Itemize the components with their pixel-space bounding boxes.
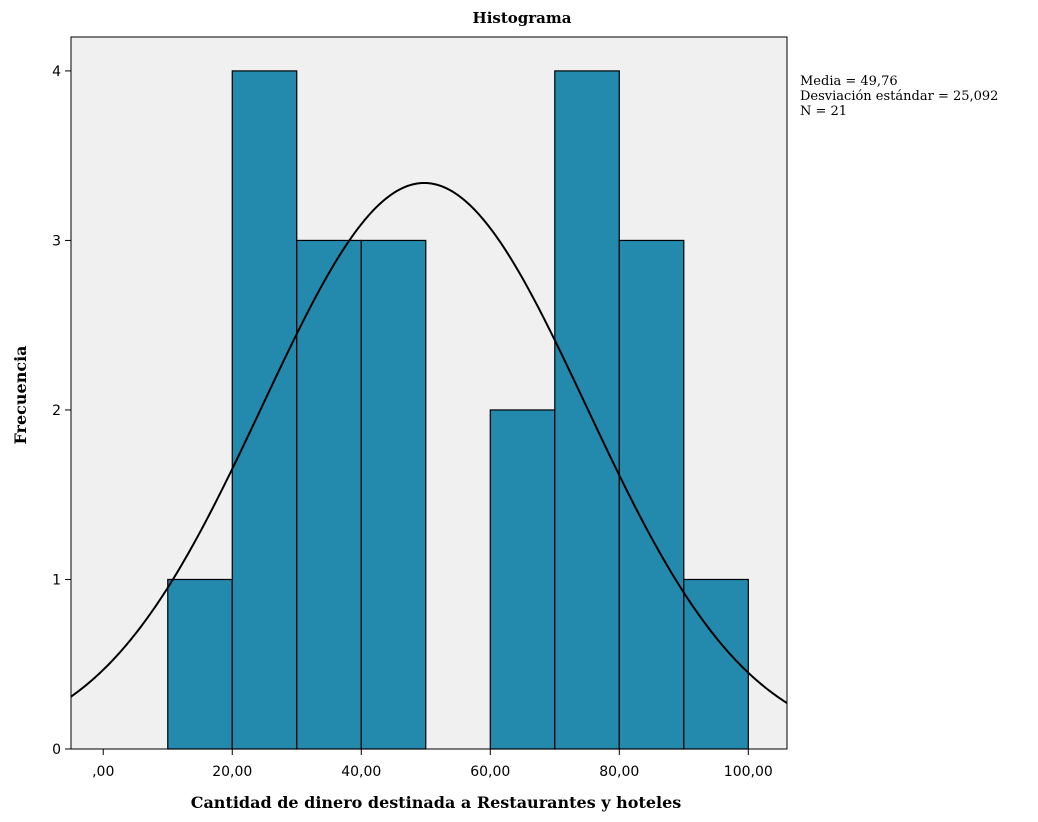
plot-frame — [70, 36, 788, 750]
stats-line: N = 21 — [800, 104, 847, 119]
y-tick-label: 3 — [52, 233, 61, 249]
x-tick-label: 60,00 — [470, 764, 510, 780]
normal-curve — [70, 181, 788, 704]
y-axis: 0 1 2 3 4 — [52, 64, 71, 758]
x-tick-label: 80,00 — [599, 764, 639, 780]
y-tick-label: 1 — [52, 572, 61, 588]
histogram-bar — [296, 239, 362, 750]
x-tick-label: 100,00 — [724, 764, 773, 780]
y-axis-title: Frecuencia — [11, 345, 30, 444]
x-tick-label: 20,00 — [212, 764, 252, 780]
stats-line: Desviación estándar = 25,092 — [800, 89, 998, 104]
histogram-bar — [231, 70, 298, 750]
stats-line: Media = 49,76 — [800, 74, 898, 89]
x-axis-title: Cantidad de dinero destinada a Restauran… — [191, 793, 682, 812]
x-axis: ,00 20,00 40,00 60,00 80,00 100,00 — [92, 749, 773, 780]
histogram-bar — [360, 239, 427, 750]
chart-title: Histograma — [473, 9, 572, 27]
y-tick-label: 4 — [52, 64, 61, 80]
x-tick-label: 40,00 — [341, 764, 381, 780]
x-tick-label: ,00 — [92, 764, 114, 780]
y-tick-label: 2 — [52, 403, 61, 419]
histogram-bar — [489, 409, 556, 750]
histogram-bar — [167, 578, 233, 750]
y-tick-label: 0 — [52, 742, 61, 758]
